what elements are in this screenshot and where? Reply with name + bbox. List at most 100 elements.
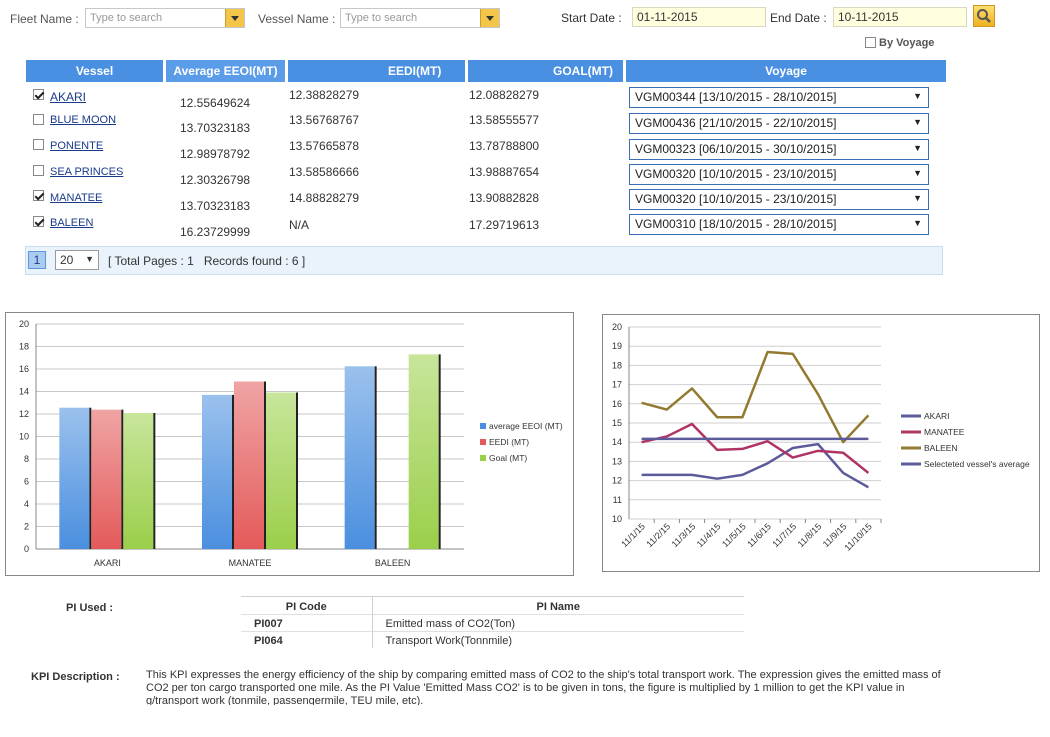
- bar-average: [59, 407, 90, 549]
- row-checkbox[interactable]: [33, 139, 44, 150]
- y-tick-label: 10: [612, 514, 622, 524]
- y-tick-label: 14: [612, 437, 622, 447]
- start-date-label: Start Date :: [561, 11, 622, 25]
- y-tick-label: 20: [19, 319, 29, 329]
- x-tick-label: 11/3/15: [670, 521, 698, 549]
- voyage-select[interactable]: VGM00320 [10/10/2015 - 23/10/2015]: [629, 164, 929, 185]
- vessel-name-input[interactable]: [341, 9, 489, 27]
- x-tick-label: 11/4/15: [695, 521, 723, 549]
- chevron-down-icon: ▼: [85, 254, 94, 264]
- line-chart: 10 11 12 13 14 15 16 17 18 19 20 11/1/1511/2/1511/3…: [612, 322, 1030, 553]
- col-header-vessel: Vessel: [26, 60, 163, 82]
- y-tick-label: 18: [612, 360, 622, 370]
- y-tick-label: 8: [24, 454, 29, 464]
- voyage-select[interactable]: VGM00436 [21/10/2015 - 22/10/2015]: [629, 113, 929, 134]
- x-tick-label: MANATEE: [229, 558, 272, 568]
- end-date-input[interactable]: 10-11-2015: [833, 7, 967, 27]
- y-tick-label: 2: [24, 522, 29, 532]
- bar-goal: [266, 392, 296, 549]
- legend-swatch: [480, 455, 486, 461]
- fleet-name-input[interactable]: [86, 9, 234, 27]
- y-tick-label: 12: [612, 476, 622, 486]
- y-tick-label: 20: [612, 322, 622, 332]
- table-row: PI064 Transport Work(Tonnmile): [241, 631, 744, 648]
- vessel-dropdown-arrow-icon[interactable]: [480, 9, 499, 27]
- voyage-select[interactable]: VGM00344 [13/10/2015 - 28/10/2015]: [629, 87, 929, 108]
- fleet-dropdown-arrow-icon[interactable]: [225, 9, 244, 27]
- bar-eedi: [91, 409, 122, 549]
- col-header-eedi: EEDI(MT): [288, 60, 465, 82]
- row-checkbox[interactable]: [33, 89, 44, 100]
- bar-average: [202, 394, 232, 549]
- vessel-link[interactable]: SEA PRINCES: [50, 166, 124, 178]
- x-tick-label: 11/1/15: [619, 521, 647, 549]
- y-tick-label: 18: [19, 342, 29, 352]
- voyage-select[interactable]: VGM00310 [18/10/2015 - 28/10/2015]: [629, 214, 929, 235]
- pi-table: PI Code PI Name PI007 Emitted mass of CO…: [241, 596, 744, 648]
- line-series-1: [641, 442, 870, 489]
- end-date-label: End Date :: [770, 11, 827, 25]
- search-button[interactable]: [973, 5, 995, 27]
- x-tick-label: 11/5/15: [720, 521, 748, 549]
- x-tick-label: 11/6/15: [745, 521, 773, 549]
- goal-value: 13.98887654: [469, 165, 540, 179]
- x-tick-label: 11/8/15: [796, 521, 824, 549]
- bar-shadow: [153, 412, 156, 549]
- y-tick-label: 16: [19, 364, 29, 374]
- page-1-button[interactable]: 1: [28, 251, 46, 269]
- legend-label: MANATEE: [924, 427, 965, 437]
- pi-name: Emitted mass of CO2(Ton): [371, 614, 744, 632]
- x-tick-label: 11/2/15: [644, 521, 672, 549]
- goal-value: 13.90882828: [469, 191, 540, 205]
- y-tick-label: 12: [19, 409, 29, 419]
- fleet-name-label: Fleet Name :: [10, 12, 79, 26]
- row-checkbox[interactable]: [33, 165, 44, 176]
- voyage-select[interactable]: VGM00323 [06/10/2015 - 30/10/2015]: [629, 139, 929, 160]
- x-tick-label: 11/7/15: [770, 521, 798, 549]
- by-voyage-checkbox[interactable]: [865, 37, 876, 48]
- vessel-link[interactable]: PONENTE: [50, 140, 104, 152]
- vessel-link[interactable]: AKARI: [50, 90, 87, 104]
- pi-code: PI007: [241, 614, 372, 632]
- eeoi-value: 13.70323183: [180, 199, 251, 213]
- bar-shadow: [89, 407, 92, 549]
- bar-goal: [408, 354, 439, 549]
- eeoi-value: 12.30326798: [180, 173, 251, 187]
- legend-swatch: [480, 439, 486, 445]
- legend-swatch: [480, 423, 486, 429]
- vessel-link[interactable]: BALEEN: [50, 217, 94, 229]
- row-checkbox[interactable]: [33, 190, 44, 201]
- pi-table-header: PI Code PI Name: [241, 596, 744, 615]
- voyage-select[interactable]: VGM00320 [10/10/2015 - 23/10/2015]: [629, 189, 929, 210]
- y-tick-label: 19: [612, 341, 622, 351]
- legend-label: AKARI: [924, 411, 950, 421]
- eeoi-value: 12.55649624: [180, 96, 251, 110]
- bar-shadow: [232, 394, 234, 549]
- pi-name-header: PI Name: [371, 596, 744, 615]
- legend-label: average EEOI (MT): [489, 421, 563, 431]
- row-checkbox[interactable]: [33, 216, 44, 227]
- legend-label: Goal (MT): [489, 453, 527, 463]
- goal-value: 12.08828279: [469, 88, 540, 102]
- row-checkbox[interactable]: [33, 114, 44, 125]
- vessel-name-combobox[interactable]: [340, 8, 500, 28]
- y-tick-label: 17: [612, 380, 622, 390]
- vessel-name-label: Vessel Name :: [258, 12, 336, 26]
- kpi-description-label: KPI Description :: [31, 671, 120, 683]
- pagination-bar: 1 20 ▼ [ Total Pages : 1 Records found : …: [25, 246, 943, 275]
- eedi-value: 12.38828279: [289, 88, 360, 102]
- y-tick-label: 14: [19, 387, 29, 397]
- eedi-value: 13.58586666: [289, 165, 360, 179]
- start-date-input[interactable]: 01-11-2015: [632, 7, 766, 27]
- legend-label: BALEEN: [924, 443, 958, 453]
- y-tick-label: 4: [24, 499, 29, 509]
- search-icon: [977, 9, 991, 23]
- legend-label: Selecteted vessel's average: [924, 459, 1030, 469]
- vessel-link[interactable]: MANATEE: [50, 192, 103, 204]
- page-size-select[interactable]: 20 ▼: [55, 250, 99, 270]
- vessel-link[interactable]: BLUE MOON: [50, 114, 117, 126]
- y-tick-label: 11: [613, 495, 622, 505]
- eedi-value: N/A: [289, 218, 310, 232]
- goal-value: 13.58555577: [469, 113, 540, 127]
- fleet-name-combobox[interactable]: [85, 8, 245, 28]
